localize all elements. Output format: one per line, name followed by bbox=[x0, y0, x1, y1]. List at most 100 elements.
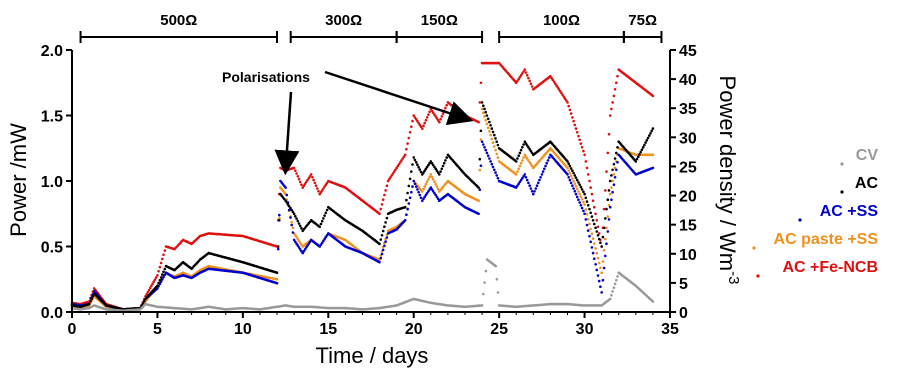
data-point bbox=[613, 88, 617, 91]
data-point bbox=[644, 141, 647, 144]
data-point bbox=[411, 119, 414, 123]
legend-marker bbox=[840, 190, 844, 194]
data-point bbox=[323, 237, 326, 241]
data-point bbox=[584, 208, 588, 211]
data-point bbox=[514, 186, 518, 189]
data-point bbox=[308, 175, 312, 178]
data-point bbox=[651, 166, 655, 170]
data-point bbox=[324, 235, 328, 239]
data-point bbox=[495, 152, 499, 156]
data-point bbox=[524, 71, 528, 74]
data-point bbox=[601, 260, 605, 263]
data-point bbox=[594, 226, 597, 230]
data-point bbox=[528, 161, 531, 164]
data-point bbox=[431, 163, 435, 167]
data-point bbox=[519, 178, 523, 182]
data-point bbox=[423, 185, 427, 188]
data-point bbox=[569, 181, 573, 185]
data-point bbox=[540, 173, 544, 176]
data-point bbox=[320, 241, 324, 245]
data-point bbox=[575, 178, 579, 182]
data-point bbox=[646, 136, 650, 140]
data-point bbox=[611, 179, 614, 183]
data-point bbox=[478, 168, 482, 172]
data-point bbox=[294, 169, 297, 172]
data-point bbox=[591, 199, 595, 202]
data-point bbox=[294, 214, 297, 218]
data-point bbox=[412, 156, 416, 159]
data-point bbox=[445, 156, 449, 159]
data-point bbox=[484, 148, 488, 152]
data-point bbox=[586, 229, 590, 232]
x-axis-title: Time / days bbox=[316, 343, 429, 368]
data-point bbox=[391, 172, 395, 175]
data-point bbox=[593, 205, 596, 209]
data-point bbox=[577, 134, 580, 138]
data-point bbox=[645, 139, 649, 142]
data-point bbox=[493, 133, 496, 137]
data-point bbox=[308, 240, 312, 244]
data-point bbox=[615, 278, 618, 282]
data-point bbox=[163, 273, 167, 277]
data-point bbox=[395, 166, 398, 170]
data-point bbox=[567, 104, 570, 108]
data-point bbox=[616, 74, 619, 78]
data-point bbox=[530, 151, 534, 155]
data-point bbox=[600, 271, 603, 275]
data-point bbox=[422, 171, 425, 174]
data-point bbox=[589, 227, 592, 231]
x-tick-label: 30 bbox=[576, 321, 594, 338]
data-point bbox=[290, 208, 294, 212]
data-point bbox=[590, 246, 594, 249]
data-point bbox=[309, 173, 313, 176]
data-point bbox=[380, 252, 384, 256]
data-point bbox=[588, 179, 591, 183]
data-point bbox=[638, 153, 641, 156]
series-group bbox=[70, 61, 655, 313]
data-point bbox=[477, 199, 480, 202]
data-point bbox=[479, 129, 483, 133]
data-point bbox=[591, 219, 595, 222]
data-point bbox=[324, 183, 328, 186]
data-point bbox=[572, 119, 575, 123]
data-point bbox=[634, 160, 638, 163]
data-point bbox=[477, 120, 480, 124]
data-point bbox=[394, 168, 397, 172]
data-point bbox=[378, 212, 381, 216]
data-point bbox=[582, 149, 585, 153]
y2-tick-label: 30 bbox=[679, 130, 697, 147]
data-point bbox=[484, 269, 488, 273]
data-point bbox=[297, 222, 301, 225]
data-point bbox=[381, 198, 385, 201]
data-point bbox=[407, 202, 411, 205]
data-point bbox=[571, 169, 574, 172]
data-point bbox=[612, 173, 616, 176]
data-point bbox=[412, 179, 416, 183]
data-point bbox=[593, 257, 596, 261]
data-point bbox=[585, 166, 589, 170]
data-point bbox=[287, 205, 291, 208]
data-point bbox=[554, 82, 557, 85]
data-point bbox=[149, 286, 152, 290]
data-point bbox=[477, 186, 480, 189]
data-point bbox=[616, 146, 619, 149]
data-point bbox=[604, 254, 607, 258]
data-point bbox=[610, 107, 613, 111]
data-point bbox=[595, 230, 599, 233]
data-point bbox=[427, 163, 430, 167]
data-point bbox=[303, 248, 307, 251]
data-point bbox=[518, 151, 522, 155]
data-point bbox=[163, 249, 167, 252]
data-point bbox=[405, 147, 408, 151]
data-point bbox=[300, 243, 303, 246]
data-point bbox=[407, 184, 411, 188]
data-point bbox=[574, 184, 578, 188]
data-point bbox=[480, 304, 484, 307]
y2-tick-label: 5 bbox=[679, 276, 688, 293]
data-point bbox=[571, 116, 574, 119]
resistor-label: 75Ω bbox=[628, 12, 657, 29]
data-point bbox=[648, 134, 651, 137]
data-point bbox=[484, 118, 488, 122]
data-point bbox=[579, 142, 583, 145]
